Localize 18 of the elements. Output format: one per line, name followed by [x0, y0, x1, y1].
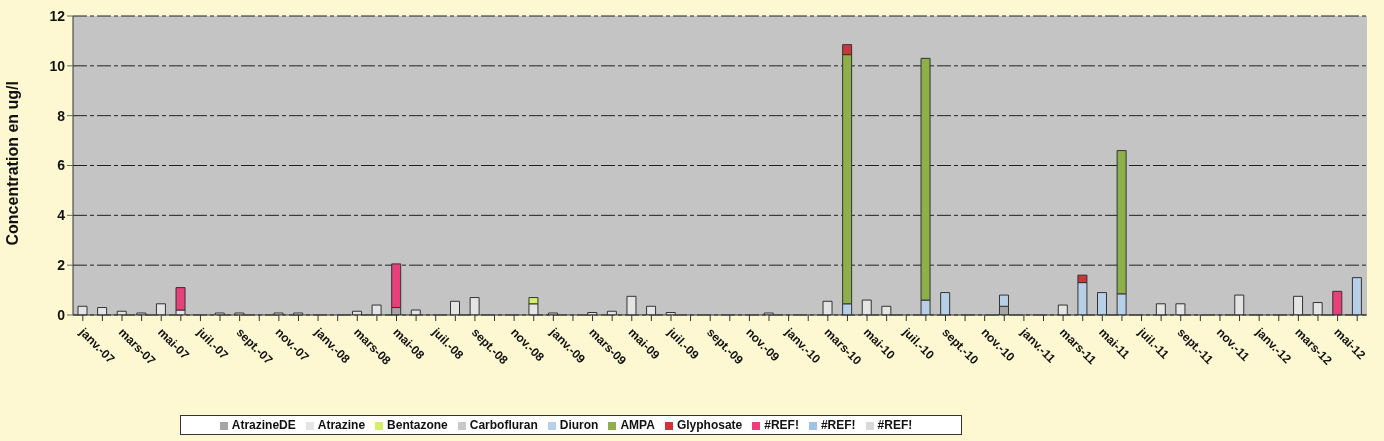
y-tick-label: 4	[57, 207, 66, 224]
legend-label: Bentazone	[387, 418, 448, 432]
y-tick-label: 8	[57, 107, 66, 124]
legend-label: Atrazine	[317, 418, 366, 432]
y-axis-title: Concentration en ug/l	[3, 81, 21, 246]
y-tick-label: 2	[57, 257, 66, 274]
legend-label: Diuron	[559, 418, 599, 432]
legend-label: Carbofluran	[469, 418, 538, 432]
y-tick-label: 6	[57, 157, 66, 174]
legend-label: #REF!	[764, 418, 799, 432]
y-tick-label: 10	[49, 57, 66, 74]
legend-label: #REF!	[820, 418, 856, 432]
y-tick-label: 0	[57, 306, 66, 323]
legend-label: AtrazineDE	[231, 418, 296, 432]
y-tick-label: 12	[49, 7, 66, 24]
legend-label: AMPA	[620, 418, 655, 432]
legend-label: Glyphosate	[676, 418, 743, 432]
legend-label: #REF!	[877, 418, 913, 432]
